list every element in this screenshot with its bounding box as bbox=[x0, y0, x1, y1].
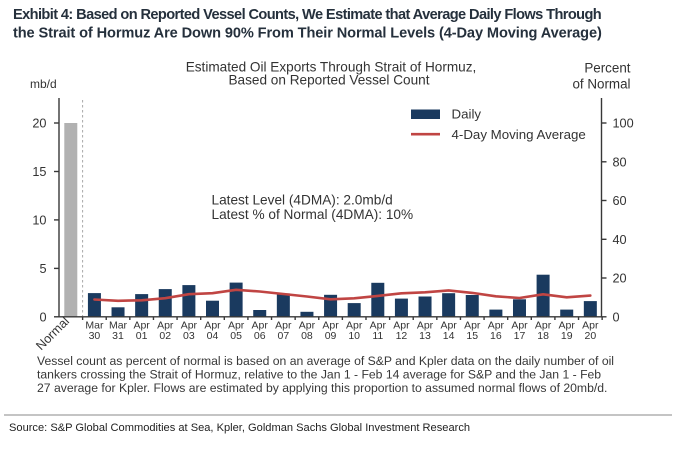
svg-text:tankers crossing the Strait of: tankers crossing the Strait of Hormuz, r… bbox=[37, 368, 601, 382]
svg-text:Estimated Oil Exports Through: Estimated Oil Exports Through Strait of … bbox=[186, 60, 477, 75]
svg-text:mb/d: mb/d bbox=[30, 77, 57, 91]
svg-text:Apr: Apr bbox=[346, 320, 363, 332]
svg-text:20: 20 bbox=[32, 117, 46, 131]
svg-text:0: 0 bbox=[39, 310, 46, 324]
svg-text:Apr: Apr bbox=[511, 320, 528, 332]
svg-text:Apr: Apr bbox=[535, 320, 552, 332]
svg-text:100: 100 bbox=[613, 117, 634, 131]
svg-text:01: 01 bbox=[136, 330, 148, 342]
svg-text:4-Day Moving Average: 4-Day Moving Average bbox=[452, 127, 586, 142]
svg-text:15: 15 bbox=[466, 330, 478, 342]
svg-text:13: 13 bbox=[419, 330, 431, 342]
svg-text:19: 19 bbox=[561, 330, 573, 342]
svg-text:0: 0 bbox=[613, 310, 620, 324]
svg-text:20: 20 bbox=[613, 272, 627, 286]
svg-text:Apr: Apr bbox=[299, 320, 316, 332]
svg-text:Daily: Daily bbox=[452, 107, 482, 122]
svg-text:Latest Level (4DMA): 2.0mb/d: Latest Level (4DMA): 2.0mb/d bbox=[212, 192, 393, 207]
svg-text:the Strait of Hormuz Are Down: the Strait of Hormuz Are Down 90% From T… bbox=[13, 25, 602, 41]
svg-text:09: 09 bbox=[325, 330, 337, 342]
svg-text:40: 40 bbox=[613, 233, 627, 247]
svg-text:Source: S&P Global Commodities: Source: S&P Global Commodities at Sea, K… bbox=[9, 422, 470, 434]
svg-text:27 average for Kpler. Flows ar: 27 average for Kpler. Flows are estimate… bbox=[37, 381, 607, 395]
svg-text:Apr: Apr bbox=[322, 320, 339, 332]
svg-text:Apr: Apr bbox=[393, 320, 410, 332]
svg-text:Vessel count as percent of nor: Vessel count as percent of normal is bas… bbox=[37, 354, 614, 368]
svg-text:80: 80 bbox=[613, 155, 627, 169]
svg-text:of Normal: of Normal bbox=[572, 77, 630, 92]
svg-text:17: 17 bbox=[514, 330, 526, 342]
svg-text:Mar: Mar bbox=[85, 320, 104, 332]
svg-text:15: 15 bbox=[32, 165, 46, 179]
svg-text:Apr: Apr bbox=[582, 320, 599, 332]
svg-text:Exhibit 4: Based on Reported V: Exhibit 4: Based on Reported Vessel Coun… bbox=[13, 7, 602, 23]
svg-text:Apr: Apr bbox=[417, 320, 434, 332]
svg-text:10: 10 bbox=[32, 214, 46, 228]
svg-text:Apr: Apr bbox=[488, 320, 505, 332]
svg-text:Apr: Apr bbox=[228, 320, 245, 332]
svg-text:16: 16 bbox=[490, 330, 502, 342]
svg-text:Apr: Apr bbox=[133, 320, 150, 332]
svg-text:Latest % of Normal (4DMA): 10%: Latest % of Normal (4DMA): 10% bbox=[212, 207, 414, 222]
svg-text:31: 31 bbox=[112, 330, 124, 342]
svg-text:06: 06 bbox=[254, 330, 266, 342]
svg-text:5: 5 bbox=[39, 262, 46, 276]
svg-text:Apr: Apr bbox=[252, 320, 269, 332]
svg-text:Apr: Apr bbox=[157, 320, 174, 332]
svg-text:Apr: Apr bbox=[370, 320, 387, 332]
svg-text:02: 02 bbox=[159, 330, 171, 342]
svg-text:04: 04 bbox=[207, 330, 219, 342]
svg-text:Mar: Mar bbox=[109, 320, 128, 332]
svg-text:10: 10 bbox=[348, 330, 360, 342]
svg-text:03: 03 bbox=[183, 330, 195, 342]
svg-text:05: 05 bbox=[230, 330, 242, 342]
svg-text:30: 30 bbox=[89, 330, 101, 342]
svg-text:08: 08 bbox=[301, 330, 313, 342]
svg-text:07: 07 bbox=[277, 330, 289, 342]
svg-text:60: 60 bbox=[613, 194, 627, 208]
svg-text:Percent: Percent bbox=[584, 61, 630, 76]
svg-text:Apr: Apr bbox=[275, 320, 292, 332]
svg-text:Apr: Apr bbox=[559, 320, 576, 332]
svg-text:Apr: Apr bbox=[440, 320, 457, 332]
svg-text:Apr: Apr bbox=[204, 320, 221, 332]
svg-text:18: 18 bbox=[537, 330, 549, 342]
svg-text:11: 11 bbox=[372, 330, 383, 342]
svg-text:Apr: Apr bbox=[464, 320, 481, 332]
svg-text:Based on Reported Vessel Count: Based on Reported Vessel Count bbox=[228, 73, 429, 88]
svg-text:12: 12 bbox=[396, 330, 408, 342]
svg-text:Apr: Apr bbox=[181, 320, 198, 332]
svg-text:14: 14 bbox=[443, 330, 455, 342]
svg-text:20: 20 bbox=[584, 330, 596, 342]
